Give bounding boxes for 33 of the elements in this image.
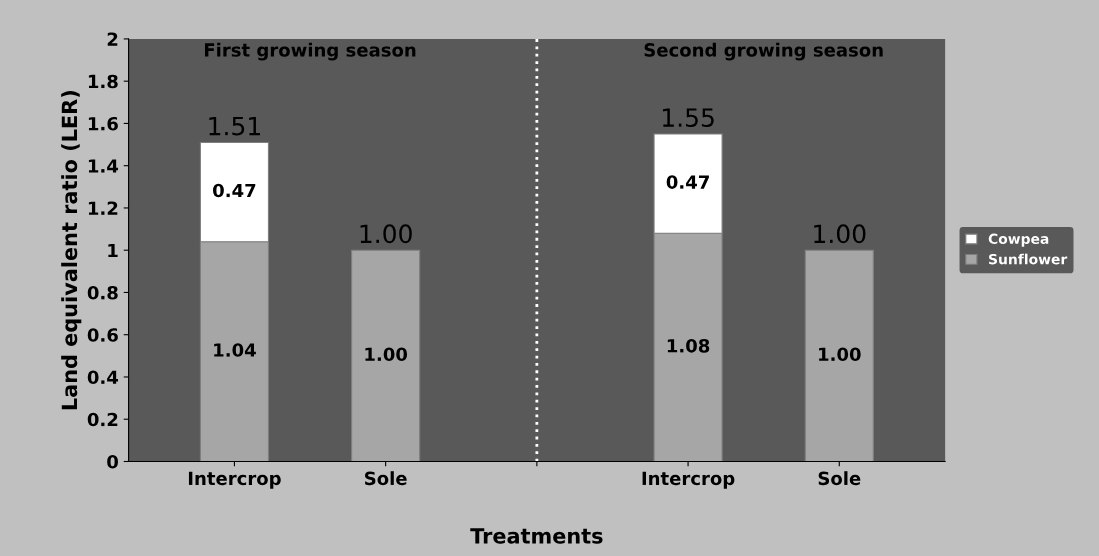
total-label: 1.55	[662, 108, 714, 128]
y-tick-label: 1.2	[88, 201, 118, 215]
total-label: 1.00	[814, 224, 866, 244]
y-tick-label: 0.4	[87, 370, 119, 385]
legend-label: Sunflower	[989, 253, 1068, 265]
bar	[804, 249, 874, 462]
y-tick-label: 1	[108, 243, 118, 258]
data-label: 1.04	[214, 343, 256, 357]
data-label: 1.08	[667, 338, 710, 353]
x-axis-title: Treatments	[470, 528, 603, 544]
y-tick-label: 0.6	[87, 328, 118, 342]
data-label: 1.00	[365, 347, 408, 362]
x-tick-label: Sole	[818, 471, 861, 486]
x-tick-label: Intercrop	[188, 471, 281, 489]
y-tick-label: 1.8	[88, 74, 118, 89]
data-label: 1.00	[819, 347, 861, 362]
total-label: 1.51	[209, 116, 260, 136]
y-axis-title: Land equivalent ratio (LER)	[61, 91, 82, 410]
bar	[351, 249, 421, 462]
annotation: First growing season	[204, 42, 416, 61]
x-tick-label: Sole	[365, 471, 407, 486]
annotation: Second growing season	[644, 42, 883, 61]
y-tick-label: 0.2	[87, 412, 118, 427]
x-tick-label: Intercrop	[642, 471, 735, 489]
y-tick-label: 0	[107, 454, 118, 469]
y-tick-label: 1.6	[88, 116, 118, 131]
y-tick-label: 0.8	[87, 285, 118, 300]
data-label: 0.47	[213, 183, 256, 198]
data-label: 0.47	[666, 175, 709, 189]
y-tick-label: 2	[107, 32, 118, 46]
y-tick-label: 1.4	[88, 159, 119, 173]
total-label: 1.00	[360, 224, 412, 244]
legend-label: Cowpea	[988, 233, 1049, 247]
